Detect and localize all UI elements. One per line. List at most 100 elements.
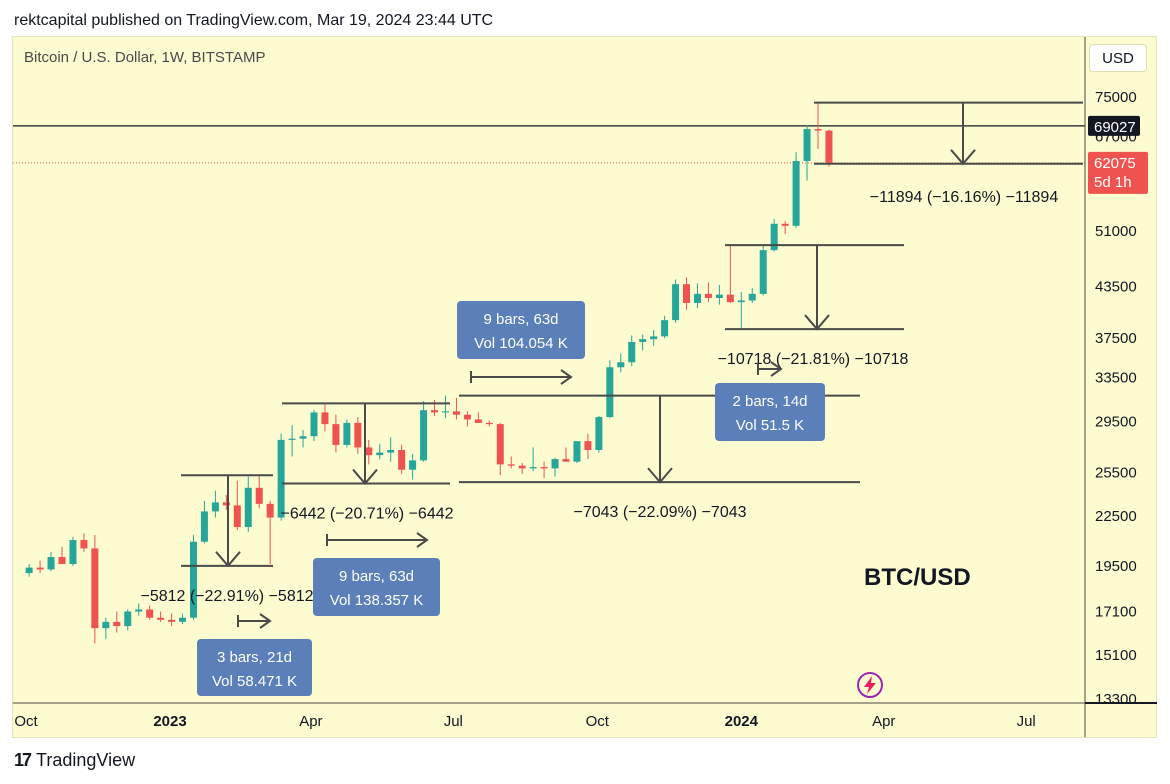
candle-body xyxy=(792,161,800,226)
candle[interactable] xyxy=(91,535,99,644)
candle[interactable] xyxy=(255,475,263,509)
candle[interactable] xyxy=(803,125,811,181)
candle-body xyxy=(770,223,778,251)
price-range-measure[interactable]: −6442 (−20.71%) −6442 xyxy=(280,402,454,523)
candle-body xyxy=(715,294,723,298)
candle[interactable] xyxy=(562,447,570,462)
date-range-measure[interactable]: 9 bars, 63d Vol 138.357 K xyxy=(313,532,440,616)
price-range-measure[interactable]: −11894 (−16.16%) −11894 xyxy=(814,101,1083,206)
candle[interactable] xyxy=(244,476,252,532)
candle[interactable] xyxy=(485,420,493,427)
candle[interactable] xyxy=(628,335,636,367)
candle[interactable] xyxy=(650,329,658,346)
candle[interactable] xyxy=(617,353,625,373)
candle[interactable] xyxy=(200,500,208,544)
candle[interactable] xyxy=(814,102,822,149)
level-lines-layer xyxy=(13,125,1085,164)
candle[interactable] xyxy=(277,433,285,521)
candle[interactable] xyxy=(266,500,274,565)
candle[interactable] xyxy=(387,437,395,462)
candle[interactable] xyxy=(518,463,526,474)
candle[interactable] xyxy=(398,444,406,474)
y-tick-label: 22500 xyxy=(1095,508,1137,525)
candle[interactable] xyxy=(179,613,187,624)
candle[interactable] xyxy=(47,551,55,572)
candle[interactable] xyxy=(639,334,647,351)
candle[interactable] xyxy=(672,279,680,323)
date-range-measure[interactable]: 9 bars, 63d Vol 104.054 K xyxy=(457,301,585,385)
candle[interactable] xyxy=(507,456,515,469)
info-box-bars: 2 bars, 14d xyxy=(732,393,807,410)
candle[interactable] xyxy=(661,315,669,339)
candle[interactable] xyxy=(683,277,691,310)
candle-body xyxy=(617,362,625,368)
candle[interactable] xyxy=(737,292,745,329)
candle-body xyxy=(704,293,712,298)
candle[interactable] xyxy=(233,480,241,531)
candle[interactable] xyxy=(135,603,143,616)
date-range-measure[interactable]: 2 bars, 14d Vol 51.5 K xyxy=(715,361,825,441)
candle-body xyxy=(650,336,658,340)
lightning-icon[interactable] xyxy=(857,672,883,698)
price-range-measure[interactable]: −7043 (−22.09%) −7043 xyxy=(459,394,860,522)
candle-body xyxy=(529,467,537,469)
candle[interactable] xyxy=(189,535,197,620)
candle[interactable] xyxy=(376,443,384,460)
candle[interactable] xyxy=(463,411,471,427)
candle[interactable] xyxy=(781,221,789,234)
date-range-measure[interactable]: 3 bars, 21d Vol 58.471 K xyxy=(197,613,312,696)
candle[interactable] xyxy=(343,419,351,448)
candle[interactable] xyxy=(332,414,340,453)
candle[interactable] xyxy=(299,430,307,448)
candle[interactable] xyxy=(69,536,77,566)
candle[interactable] xyxy=(80,533,88,552)
candle[interactable] xyxy=(102,617,110,640)
candle[interactable] xyxy=(584,433,592,460)
candle[interactable] xyxy=(792,152,800,228)
candle[interactable] xyxy=(124,609,132,631)
price-range-measure[interactable]: −10718 (−21.81%) −10718 xyxy=(718,244,909,368)
candle[interactable] xyxy=(420,401,428,462)
candle[interactable] xyxy=(157,611,165,622)
y-tick-label: 19500 xyxy=(1095,558,1137,575)
tradingview-logo[interactable]: 17 TradingView xyxy=(14,750,135,771)
candle[interactable] xyxy=(354,417,362,454)
candle[interactable] xyxy=(540,461,548,478)
candle[interactable] xyxy=(693,283,701,309)
chart-area[interactable] xyxy=(12,36,1157,738)
candle[interactable] xyxy=(759,245,767,296)
candle[interactable] xyxy=(36,560,44,574)
candle[interactable] xyxy=(474,412,482,423)
candle[interactable] xyxy=(409,453,417,480)
candle[interactable] xyxy=(58,546,66,565)
candle[interactable] xyxy=(146,605,154,620)
candle[interactable] xyxy=(288,425,296,457)
candle[interactable] xyxy=(496,422,504,476)
candle[interactable] xyxy=(321,404,329,432)
candle[interactable] xyxy=(222,495,230,510)
candle[interactable] xyxy=(748,288,756,303)
candle[interactable] xyxy=(715,284,723,305)
candle[interactable] xyxy=(726,245,734,303)
candle[interactable] xyxy=(25,564,33,577)
candle[interactable] xyxy=(113,611,121,633)
candle[interactable] xyxy=(573,441,581,464)
candle[interactable] xyxy=(595,415,603,453)
price-range-measure[interactable]: −5812 (−22.91%) −5812 xyxy=(140,474,314,605)
candle[interactable] xyxy=(168,613,176,627)
candle[interactable] xyxy=(551,457,559,477)
candle[interactable] xyxy=(704,282,712,303)
candle[interactable] xyxy=(365,439,373,465)
candle[interactable] xyxy=(606,360,614,419)
candle[interactable] xyxy=(529,447,537,472)
info-box-volume: Vol 51.5 K xyxy=(736,417,804,434)
currency-button[interactable]: USD xyxy=(1089,44,1147,72)
candle[interactable] xyxy=(825,129,833,167)
candle[interactable] xyxy=(770,219,778,252)
candle[interactable] xyxy=(211,490,219,518)
candle[interactable] xyxy=(310,410,318,442)
candle-body xyxy=(146,609,154,618)
candle[interactable] xyxy=(441,395,449,419)
candle[interactable] xyxy=(452,397,460,420)
